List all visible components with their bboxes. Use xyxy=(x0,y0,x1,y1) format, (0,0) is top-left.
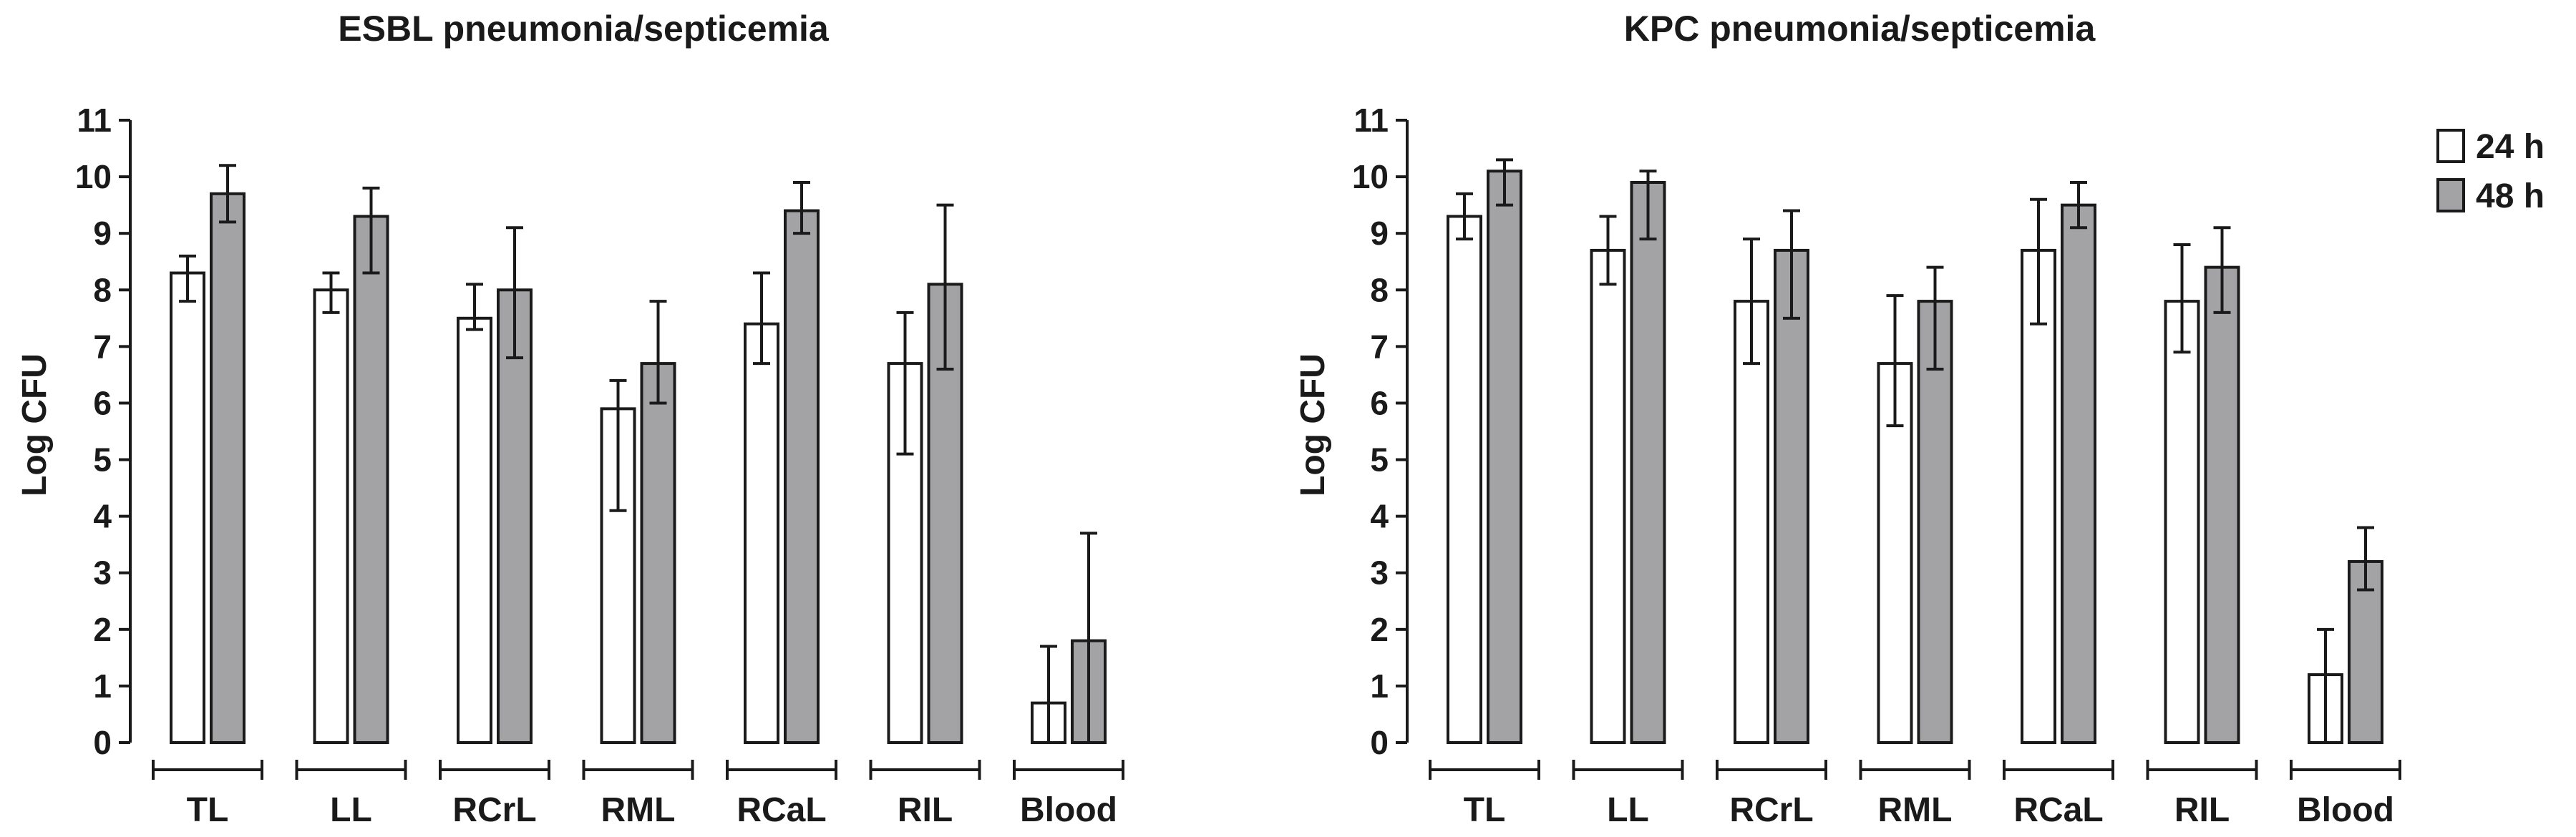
esbl-category-bracket-ril xyxy=(869,760,981,780)
kpc-bar-tl-48h xyxy=(1487,170,1522,744)
esbl-y-tick-label: 4 xyxy=(93,498,112,535)
esbl-bar-ll-48h xyxy=(353,215,389,745)
kpc-y-tick-label: 2 xyxy=(1370,611,1389,648)
esbl-y-tick-label: 9 xyxy=(93,215,112,252)
esbl-bar-rcrl-24h xyxy=(457,316,492,744)
esbl-x-tick-label-rcal: RCaL xyxy=(737,791,826,829)
kpc-category-bracket-blood xyxy=(2290,760,2401,780)
kpc-category-bracket-ll xyxy=(1572,760,1684,780)
esbl-category-bracket-rml xyxy=(582,760,694,780)
esbl-y-tick-label: 3 xyxy=(93,554,112,592)
kpc-bar-ll-48h xyxy=(1630,181,1666,744)
kpc-category-bracket-tl xyxy=(1429,760,1540,780)
kpc-y-tick-label: 6 xyxy=(1370,384,1389,421)
esbl-category-bracket-ll xyxy=(295,760,407,780)
kpc-bar-rcal-48h xyxy=(2061,203,2096,744)
esbl-category-bracket-rcal xyxy=(726,760,837,780)
esbl-bar-tl-48h xyxy=(210,192,246,744)
esbl-x-tick-label-ril: RIL xyxy=(898,791,953,829)
esbl-y-tick-label: 11 xyxy=(77,102,112,139)
kpc-x-tick-label-blood: Blood xyxy=(2297,791,2394,829)
esbl-category-bracket-tl xyxy=(152,760,263,780)
esbl-category-bracket-rcrl xyxy=(439,760,550,780)
kpc-y-tick-label: 5 xyxy=(1370,441,1389,479)
kpc-bar-ril-48h xyxy=(2204,265,2240,744)
esbl-y-tick-label: 10 xyxy=(75,158,112,195)
kpc-y-tick-label: 9 xyxy=(1370,215,1389,252)
kpc-y-tick-label: 11 xyxy=(1353,102,1389,139)
kpc-y-tick-label: 8 xyxy=(1370,271,1389,308)
esbl-y-tick-label: 2 xyxy=(93,611,112,648)
kpc-bar-rcrl-24h xyxy=(1734,300,1769,745)
kpc-y-axis-label: Log CFU xyxy=(1294,353,1332,496)
esbl-bar-rcal-48h xyxy=(784,209,820,744)
legend-label-24h: 24 h xyxy=(2476,128,2545,166)
esbl-bar-ll-24h xyxy=(313,288,349,745)
legend-item-48h: 48 h xyxy=(2436,177,2545,215)
kpc-bar-tl-24h xyxy=(1447,215,1482,745)
esbl-chart-title: ESBL pneumonia/septicemia xyxy=(338,9,830,49)
legend-swatch-24h xyxy=(2436,129,2465,163)
kpc-plot-area: 0 1 2 3 4 5 6 7 8 9 10 11 TL LL RCrL RML RCaL RIL Blood xyxy=(1352,102,2401,829)
legend-item-24h: 24 h xyxy=(2436,128,2545,166)
esbl-x-tick-label-rcrl: RCrL xyxy=(452,791,536,829)
kpc-chart: KPC pneumonia/septicemia Log CFU 0 1 2 3 4 5 6… xyxy=(1294,9,2401,829)
legend-label-48h: 48 h xyxy=(2476,177,2545,215)
kpc-y-tick-label: 7 xyxy=(1370,328,1389,365)
esbl-y-tick-label: 1 xyxy=(93,667,112,705)
kpc-x-tick-label-rcrl: RCrL xyxy=(1729,791,1813,829)
kpc-y-tick-label: 0 xyxy=(1370,724,1389,761)
kpc-bar-rcrl-48h xyxy=(1774,248,1809,744)
esbl-bar-rml-48h xyxy=(640,362,676,745)
esbl-y-tick-label: 7 xyxy=(93,328,112,365)
kpc-y-tick-label: 10 xyxy=(1352,158,1389,195)
esbl-category-bracket-blood xyxy=(1013,760,1124,780)
kpc-bar-ll-24h xyxy=(1590,248,1626,744)
esbl-x-tick-label-blood: Blood xyxy=(1020,791,1117,829)
kpc-x-tick-label-tl: TL xyxy=(1464,791,1506,829)
esbl-y-tick-label: 8 xyxy=(93,271,112,308)
esbl-y-tick-label: 6 xyxy=(93,384,112,421)
esbl-x-tick-label-rml: RML xyxy=(601,791,676,829)
kpc-y-tick-label: 1 xyxy=(1370,667,1389,705)
kpc-y-tick-label: 3 xyxy=(1370,554,1389,592)
esbl-x-tick-label-tl: TL xyxy=(187,791,229,829)
kpc-x-tick-label-rml: RML xyxy=(1878,791,1953,829)
esbl-y-tick-label: 0 xyxy=(93,724,112,761)
kpc-x-tick-label-rcal: RCaL xyxy=(2013,791,2103,829)
legend: 24 h 48 h xyxy=(2436,128,2545,215)
esbl-x-tick-label-ll: LL xyxy=(330,791,372,829)
kpc-bar-ril-24h xyxy=(2164,300,2200,745)
kpc-x-tick-label-ll: LL xyxy=(1607,791,1649,829)
esbl-plot-area: 0 1 2 3 4 5 6 7 8 9 10 11 TL LL RCrL RML RCaL RIL Blood xyxy=(75,102,1124,829)
kpc-y-tick-label: 4 xyxy=(1370,498,1389,535)
kpc-category-bracket-rml xyxy=(1859,760,1971,780)
esbl-chart: ESBL pneumonia/septicemia Log CFU 0 1 2 3 4 5… xyxy=(16,9,1124,829)
kpc-category-bracket-rcal xyxy=(2003,760,2114,780)
kpc-category-bracket-ril xyxy=(2146,760,2258,780)
esbl-y-tick-label: 5 xyxy=(93,441,112,479)
esbl-bar-tl-24h xyxy=(170,271,205,744)
legend-swatch-48h xyxy=(2436,178,2465,212)
esbl-y-axis-label: Log CFU xyxy=(16,353,54,496)
kpc-chart-title: KPC pneumonia/septicemia xyxy=(1624,9,2096,49)
kpc-bar-rml-48h xyxy=(1917,300,1953,745)
esbl-bar-rcal-24h xyxy=(744,322,779,744)
kpc-category-bracket-rcrl xyxy=(1716,760,1827,780)
kpc-x-tick-label-ril: RIL xyxy=(2174,791,2230,829)
